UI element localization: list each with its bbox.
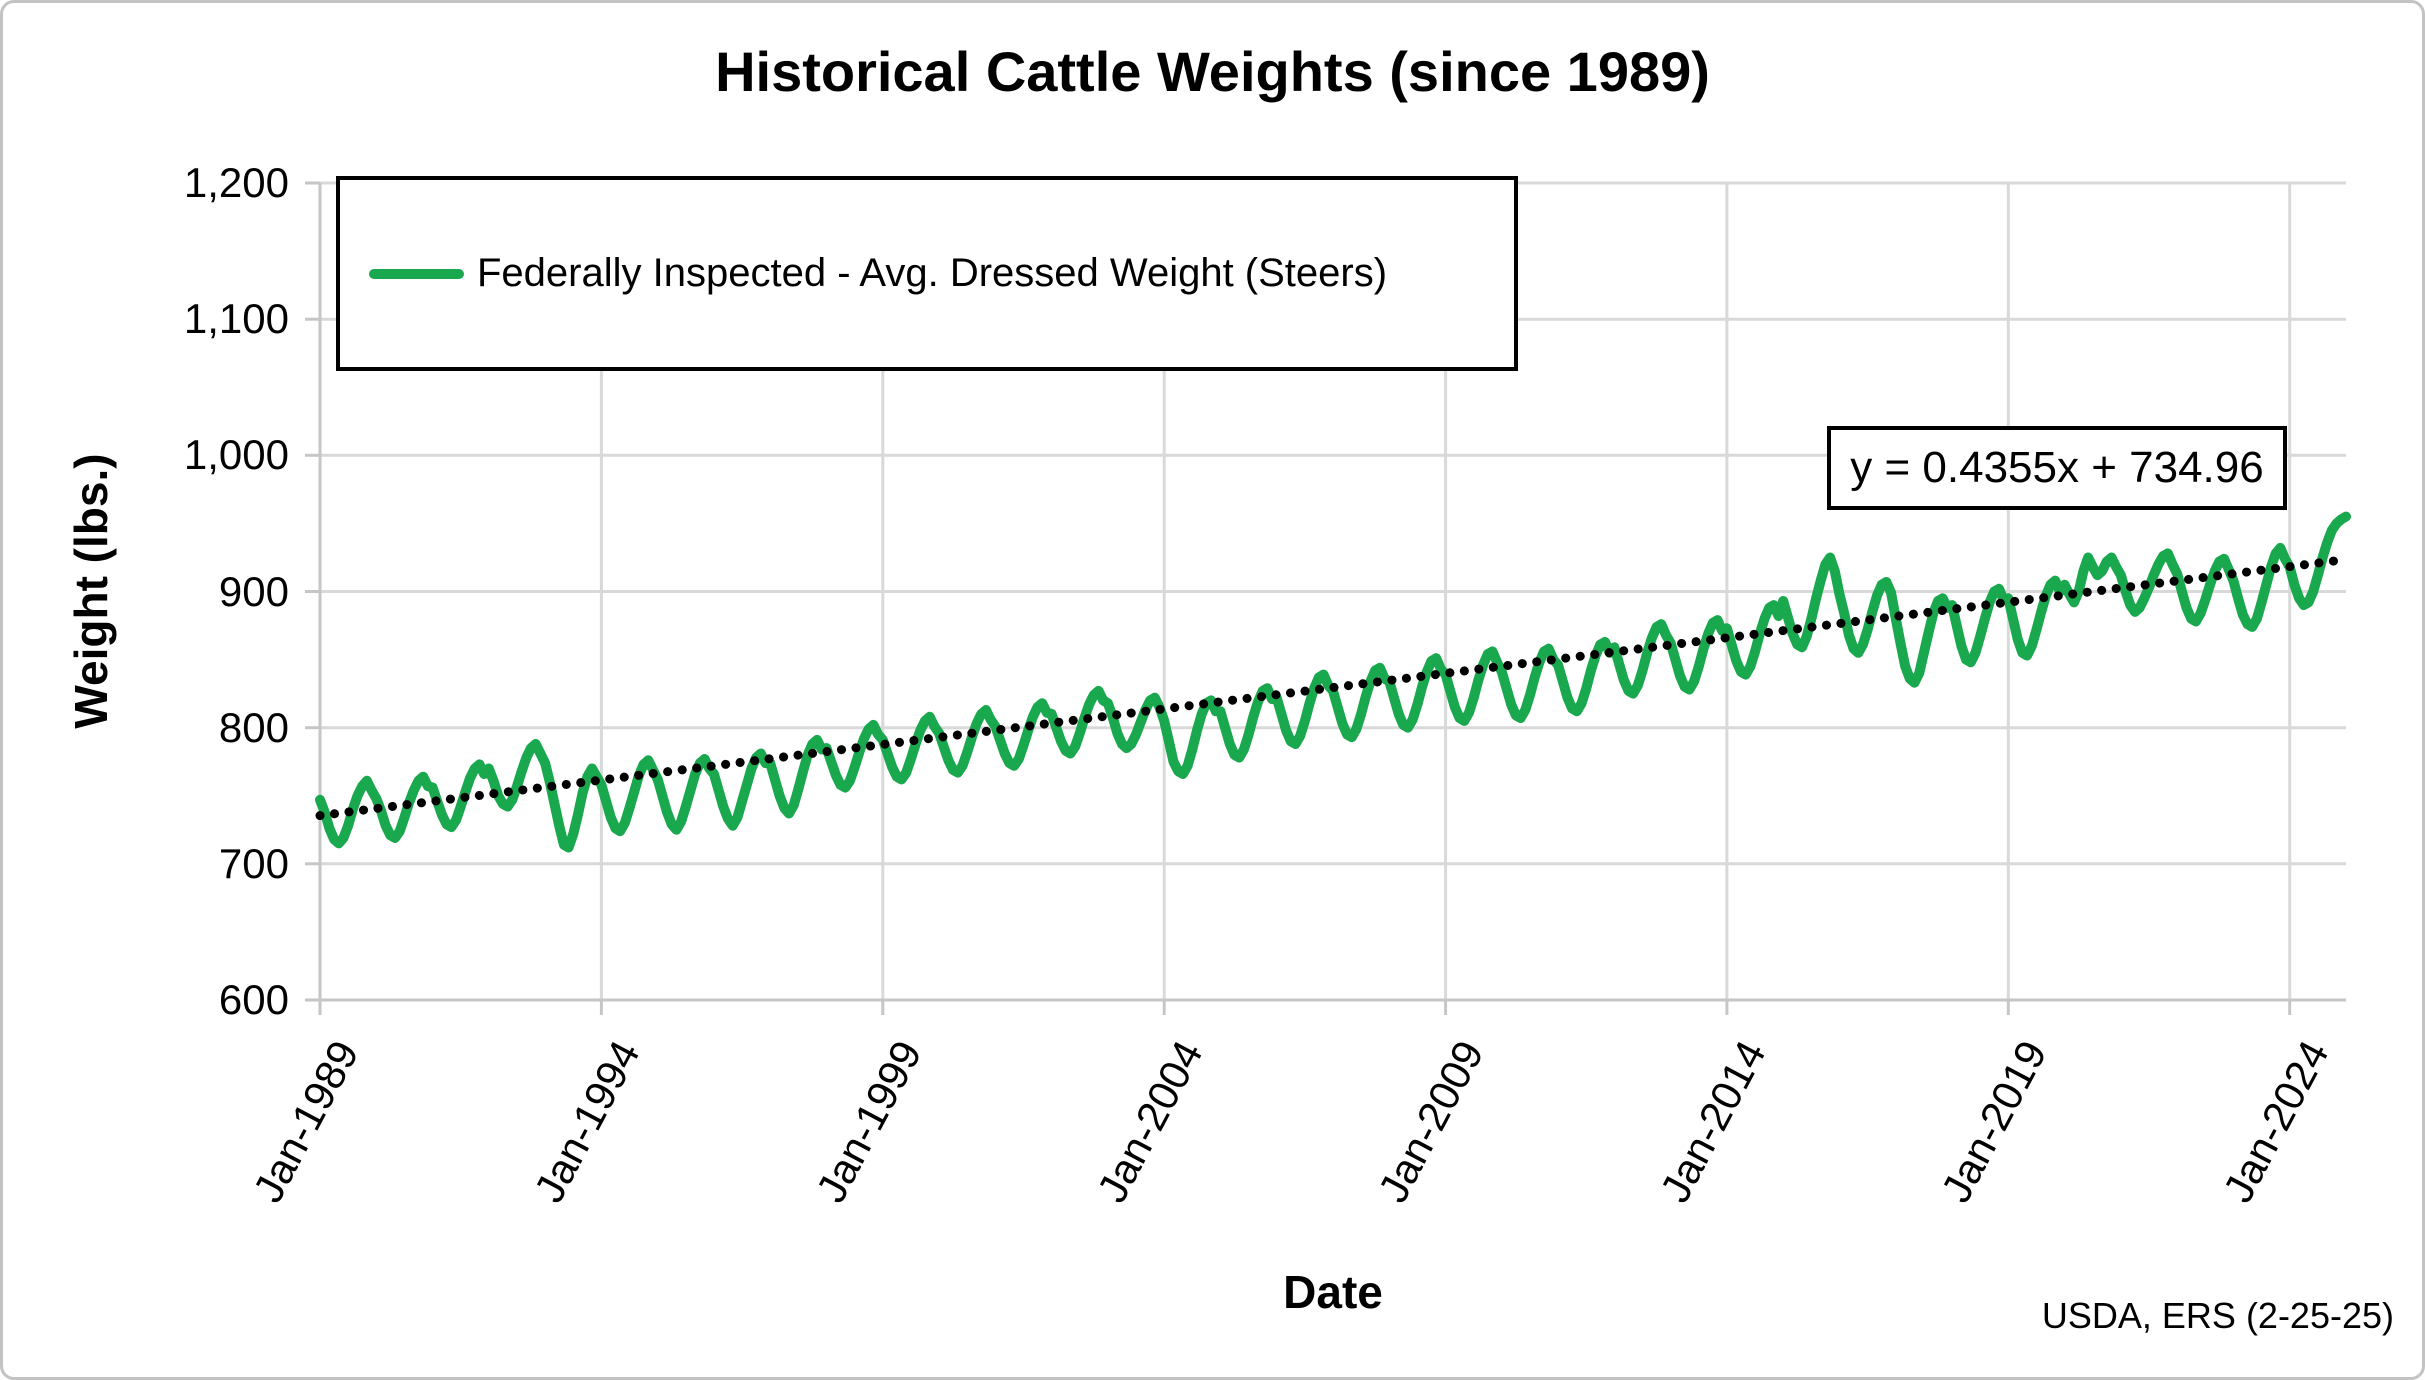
y-axis-tick-label: 800 bbox=[218, 703, 289, 751]
legend-label: Federally Inspected - Avg. Dressed Weigh… bbox=[477, 251, 1388, 295]
chart-title: Historical Cattle Weights (since 1989) bbox=[715, 40, 1710, 103]
y-axis-tick-label: 1,100 bbox=[183, 295, 289, 343]
source-note: USDA, ERS (2-25-25) bbox=[2041, 1295, 2394, 1336]
y-axis-tick-label: 600 bbox=[218, 976, 289, 1023]
data-series-line bbox=[315, 511, 2351, 853]
y-axis-tick-label: 900 bbox=[218, 567, 289, 615]
y-axis-tick-label: 1,200 bbox=[183, 159, 289, 206]
trendline-dotted bbox=[315, 555, 2351, 821]
y-axis-tick-label: 700 bbox=[218, 839, 289, 887]
legend: Federally Inspected - Avg. Dressed Weigh… bbox=[336, 176, 1518, 371]
y-axis-title: Weight (lbs.) bbox=[65, 453, 117, 729]
legend-line-swatch bbox=[369, 268, 464, 279]
y-axis-tick-label: 1,000 bbox=[183, 431, 289, 479]
trendline-equation-label: y = 0.4355x + 734.96 bbox=[1827, 426, 2287, 510]
x-axis-title: Date bbox=[1283, 1266, 1383, 1318]
